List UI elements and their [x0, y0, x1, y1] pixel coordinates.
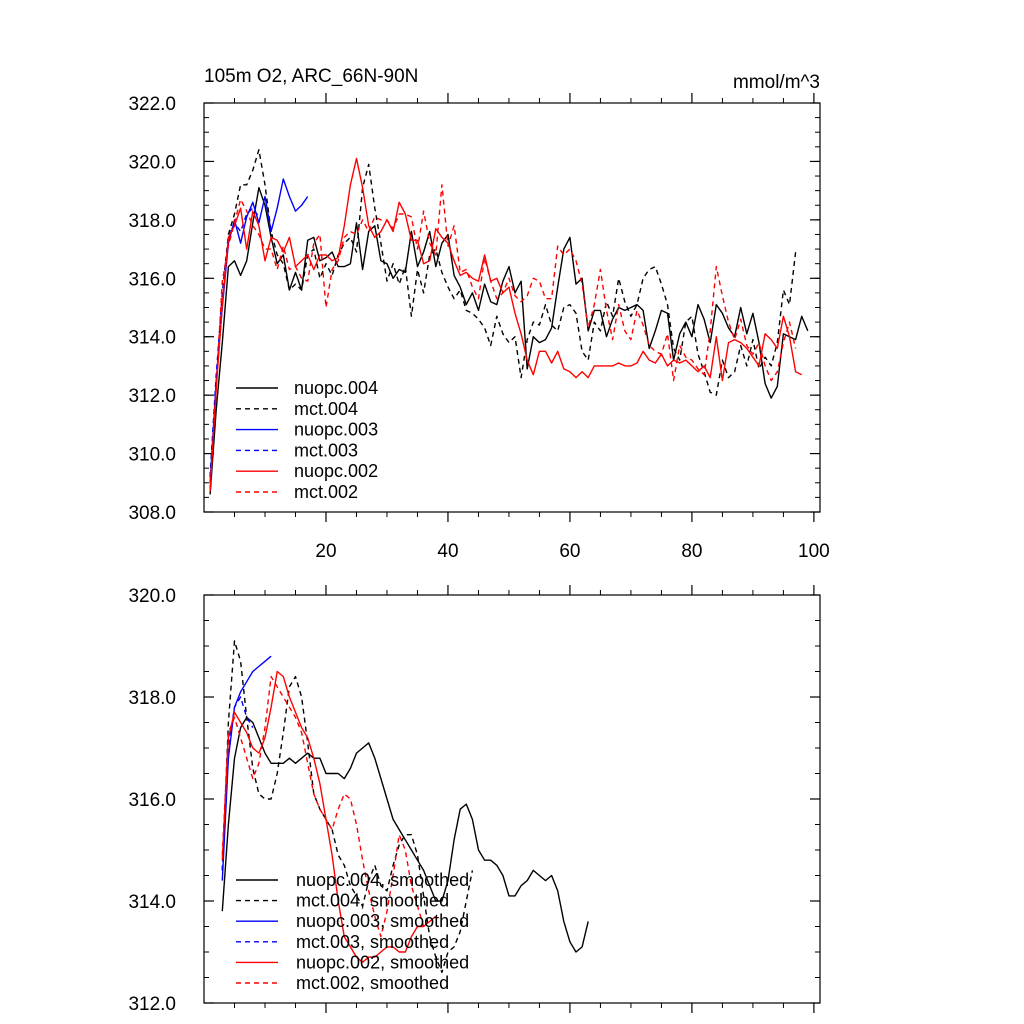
y-tick-label: 312.0: [128, 386, 176, 407]
y-tick-label: 312.0: [128, 994, 176, 1015]
y-tick-label: 318.0: [128, 688, 176, 709]
series-line-nuopc-003-smoothed: [221, 655, 272, 881]
legend-label: nuopc.003, smoothed: [296, 911, 469, 931]
panel-title-left: 105m O2, ARC_66N-90N: [204, 66, 418, 87]
legend-label: nuopc.002, smoothed: [296, 952, 469, 972]
series-line-mct-004-smoothed: [221, 640, 474, 974]
legend-label: nuopc.004: [294, 378, 378, 398]
legend-label: nuopc.003: [294, 420, 378, 440]
legend-label: nuopc.002: [294, 461, 378, 481]
y-tick-label: 316.0: [128, 269, 176, 290]
legend-label: nuopc.004, smoothed: [296, 870, 469, 890]
series-line-nuopc-002-smoothed: [221, 670, 437, 963]
series-line-nuopc-004-smoothed: [221, 716, 589, 953]
x-tick-label: 60: [559, 541, 580, 562]
legend-label: mct.002: [294, 482, 358, 502]
y-tick-label: 320.0: [128, 152, 176, 173]
x-tick-label: 100: [798, 541, 830, 562]
legend-label: mct.004, smoothed: [296, 891, 449, 911]
series-line-mct-003: [209, 207, 260, 477]
legend-label: mct.004: [294, 399, 358, 419]
legend-label: mct.003, smoothed: [296, 932, 449, 952]
legend-label: mct.002, smoothed: [296, 973, 449, 993]
series-line-nuopc-002: [209, 157, 803, 489]
y-tick-label: 310.0: [128, 445, 176, 466]
series-line-mct-002: [209, 184, 797, 492]
y-tick-label: 316.0: [128, 790, 176, 811]
legend-label: mct.003: [294, 440, 358, 460]
x-tick-label: 80: [681, 541, 702, 562]
series-line-nuopc-004: [209, 186, 809, 495]
series-line-mct-002-smoothed: [221, 675, 425, 938]
y-tick-label: 314.0: [128, 892, 176, 913]
y-tick-label: 314.0: [128, 328, 176, 349]
panel-bottom: 312.0 314.0 316.0 318.0 320.0 nuopc.004, smoo…: [128, 585, 821, 1015]
x-tick-label: 20: [315, 541, 336, 562]
y-tick-label: 318.0: [128, 211, 176, 232]
y-tick-label: 322.0: [128, 94, 176, 115]
x-tick-label: 40: [437, 541, 458, 562]
y-tick-label: 320.0: [128, 586, 176, 607]
panel-top: 105m O2, ARC_66N-90N mmol/m^3 308.0 310.0…: [128, 66, 829, 562]
panel-title-right: mmol/m^3: [733, 72, 820, 93]
y-tick-label: 308.0: [128, 503, 176, 524]
